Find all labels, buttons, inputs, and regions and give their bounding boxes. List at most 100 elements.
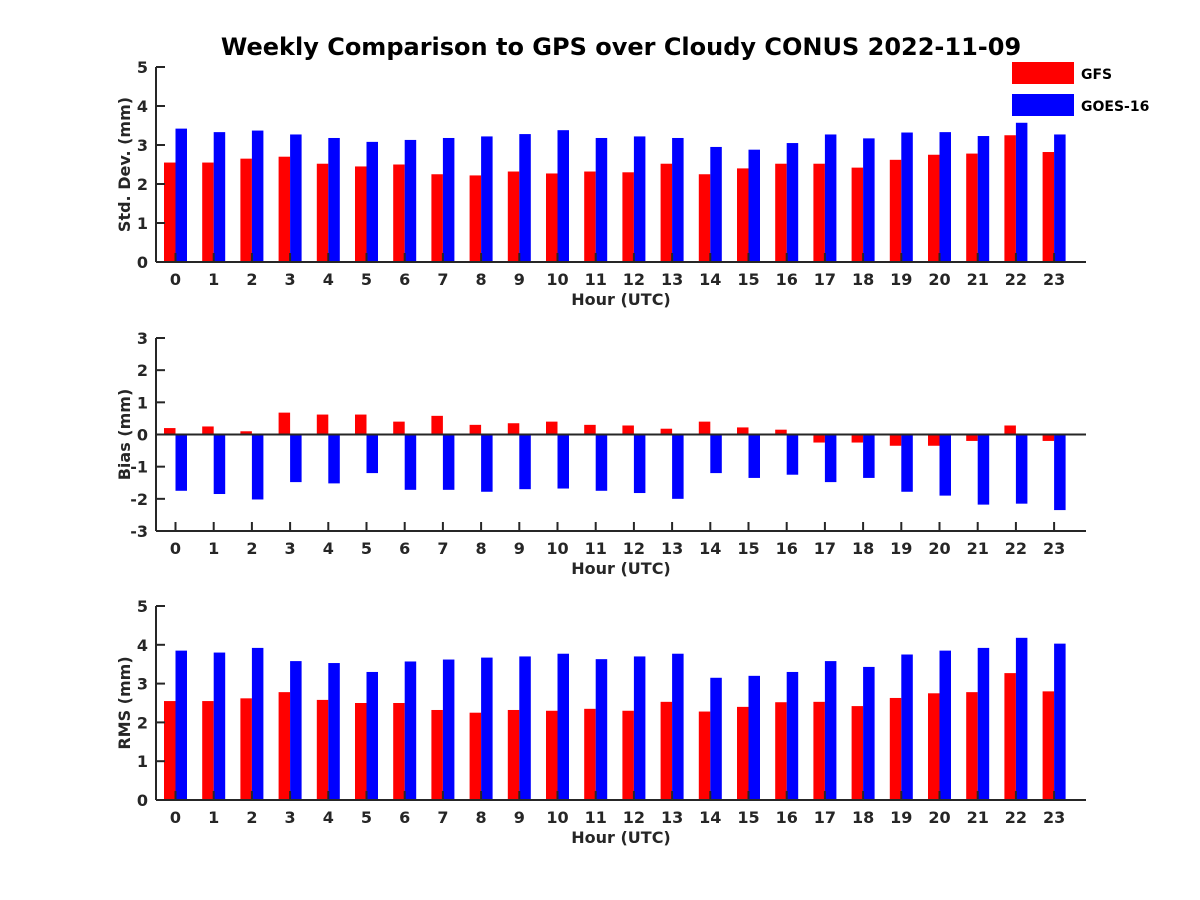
- bar-goes16-hour-4: [328, 137, 340, 262]
- bar-gfs-hour-4: [316, 163, 329, 262]
- bar-goes16-hour-23: [1054, 434, 1066, 511]
- bar-gfs-hour-1: [202, 162, 214, 262]
- x-tick-label: 12: [623, 808, 645, 827]
- bar-goes16-hour-12: [633, 136, 646, 262]
- bar-gfs-hour-17: [813, 701, 825, 800]
- bar-gfs-hour-22: [1004, 135, 1016, 262]
- x-tick-label: 14: [699, 808, 721, 827]
- x-tick-label: 8: [476, 270, 487, 289]
- x-tick-label: 6: [399, 270, 410, 289]
- bar-goes16-hour-18: [863, 666, 875, 800]
- bar-goes16-hour-3: [290, 434, 302, 483]
- y-tick-label: 5: [137, 58, 148, 77]
- bar-gfs-hour-13: [660, 163, 673, 262]
- bar-gfs-hour-11: [584, 171, 596, 262]
- legend-swatch-gfs: [1012, 62, 1074, 84]
- bar-gfs-hour-9: [507, 423, 520, 435]
- bar-goes16-hour-23: [1054, 643, 1066, 800]
- x-tick-label: 19: [890, 539, 912, 558]
- bar-gfs-hour-5: [355, 703, 367, 800]
- bar-gfs-hour-17: [813, 434, 825, 443]
- x-tick-label: 18: [852, 539, 874, 558]
- bar-goes16-hour-6: [404, 434, 417, 490]
- bar-goes16-hour-5: [366, 434, 378, 474]
- bar-gfs-hour-12: [622, 172, 634, 262]
- x-tick-label: 7: [437, 270, 448, 289]
- x-tick-label: 14: [699, 270, 721, 289]
- bar-goes16-hour-0: [175, 128, 187, 262]
- legend-label-gfs: GFS: [1081, 67, 1112, 83]
- x-tick-label: 8: [476, 808, 487, 827]
- y-tick-label: 1: [137, 752, 148, 771]
- x-tick-label: 1: [208, 270, 219, 289]
- bar-goes16-hour-9: [519, 434, 531, 490]
- x-tick-label: 16: [776, 539, 798, 558]
- x-tick-label: 10: [546, 539, 568, 558]
- x-tick-label: 5: [361, 539, 372, 558]
- x-tick-label: 19: [890, 270, 912, 289]
- y-axis-label: RMS (mm): [115, 656, 134, 749]
- bar-goes16-hour-17: [824, 661, 837, 800]
- legend-swatch-goes16: [1012, 94, 1074, 116]
- x-tick-label: 7: [437, 539, 448, 558]
- bar-gfs-hour-19: [889, 159, 902, 262]
- x-tick-label: 22: [1005, 539, 1027, 558]
- bar-gfs-hour-18: [851, 167, 864, 262]
- bar-goes16-hour-7: [442, 137, 455, 262]
- bar-goes16-hour-21: [977, 647, 990, 800]
- bar-goes16-hour-8: [481, 136, 493, 262]
- x-tick-label: 9: [514, 539, 525, 558]
- bar-goes16-hour-12: [633, 656, 646, 800]
- bar-goes16-hour-2: [251, 434, 264, 500]
- y-tick-label: 0: [137, 791, 148, 810]
- bar-gfs-hour-12: [622, 425, 634, 435]
- bar-goes16-hour-8: [481, 434, 493, 492]
- bar-goes16-hour-13: [672, 434, 684, 499]
- x-tick-label: 18: [852, 270, 874, 289]
- x-tick-label: 20: [928, 808, 950, 827]
- x-tick-label: 13: [661, 270, 683, 289]
- bar-gfs-hour-8: [469, 712, 482, 800]
- bar-gfs-hour-0: [164, 701, 176, 800]
- bar-goes16-hour-10: [557, 653, 569, 800]
- bar-gfs-hour-7: [431, 709, 443, 800]
- bar-goes16-hour-20: [939, 650, 951, 800]
- x-tick-label: 17: [814, 270, 836, 289]
- bar-gfs-hour-19: [889, 434, 902, 446]
- bar-goes16-hour-18: [863, 434, 875, 478]
- bar-goes16-hour-1: [213, 652, 226, 800]
- y-tick-label: 0: [137, 253, 148, 272]
- bar-goes16-hour-15: [748, 675, 760, 800]
- bar-goes16-hour-16: [786, 671, 799, 800]
- x-tick-label: 15: [737, 539, 759, 558]
- bar-goes16-hour-17: [824, 434, 837, 483]
- x-axis-label: Hour (UTC): [571, 828, 671, 847]
- bar-goes16-hour-3: [290, 134, 302, 262]
- y-tick-label: 0: [137, 426, 148, 445]
- bar-goes16-hour-2: [251, 647, 264, 800]
- y-tick-label: -2: [130, 490, 148, 509]
- y-tick-label: 4: [137, 636, 148, 655]
- bar-gfs-hour-13: [660, 428, 673, 435]
- bar-goes16-hour-23: [1054, 134, 1066, 262]
- x-tick-label: 1: [208, 539, 219, 558]
- bar-goes16-hour-2: [251, 130, 264, 262]
- bar-gfs-hour-14: [698, 174, 711, 262]
- bar-goes16-hour-15: [748, 149, 760, 262]
- x-tick-label: 11: [585, 270, 607, 289]
- y-tick-label: 4: [137, 97, 148, 116]
- y-tick-label: -3: [130, 522, 148, 541]
- bar-gfs-hour-16: [775, 702, 787, 800]
- bar-gfs-hour-3: [278, 692, 291, 800]
- figure-title: Weekly Comparison to GPS over Cloudy CON…: [221, 33, 1021, 61]
- bar-goes16-hour-6: [404, 661, 417, 800]
- bar-goes16-hour-21: [977, 136, 990, 262]
- bar-gfs-hour-22: [1004, 673, 1016, 800]
- bar-gfs-hour-10: [546, 421, 558, 435]
- x-tick-label: 20: [928, 270, 950, 289]
- bar-gfs-hour-11: [584, 708, 596, 800]
- bar-goes16-hour-5: [366, 141, 378, 262]
- x-tick-label: 23: [1043, 539, 1065, 558]
